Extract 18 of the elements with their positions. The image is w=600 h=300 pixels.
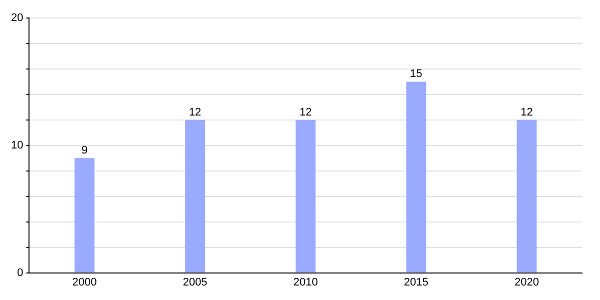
x-tick-label: 2010 [293, 276, 318, 288]
y-tick-label: 20 [10, 12, 24, 24]
bar [185, 120, 206, 272]
data-label: 15 [410, 68, 422, 80]
data-label: 9 [81, 144, 88, 157]
x-tick-label: 2020 [514, 276, 539, 288]
data-label: 12 [188, 106, 202, 118]
y-tick-label: 0 [17, 266, 24, 279]
x-tick-label: 2015 [404, 276, 428, 288]
bar [516, 120, 537, 272]
data-label: 12 [520, 106, 533, 118]
y-tick-label: 10 [10, 139, 24, 152]
bar [406, 82, 426, 272]
x-tick-label: 2005 [182, 276, 208, 288]
bar [296, 120, 316, 272]
bar [74, 158, 94, 272]
data-label: 12 [299, 106, 312, 118]
x-tick-label: 2000 [72, 276, 97, 288]
